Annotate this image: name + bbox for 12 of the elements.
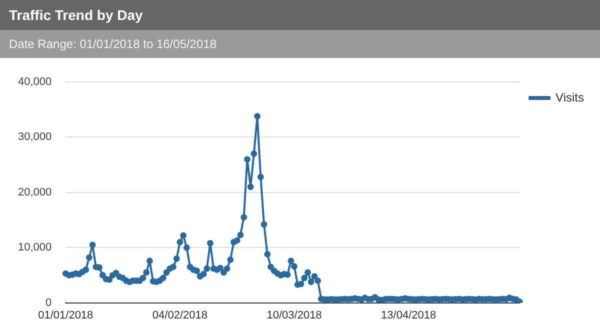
chart-subtitle: Date Range: 01/01/2018 to 16/05/2018 — [0, 30, 600, 58]
y-tick-label: 10,000 — [18, 242, 52, 254]
y-tick-label: 30,000 — [18, 131, 52, 144]
y-tick-label: 20,000 — [18, 186, 52, 198]
chart-title: Traffic Trend by Day — [0, 0, 600, 30]
x-tick-label: 01/01/2018 — [38, 309, 94, 322]
x-tick-label: 13/04/2018 — [381, 309, 436, 322]
y-tick-label: 40,000 — [18, 76, 52, 88]
x-tick-label: 04/02/2018 — [152, 309, 208, 322]
legend-label: Visits — [556, 90, 584, 104]
y-tick-label: 0 — [46, 296, 52, 309]
x-tick-label: 10/03/2018 — [266, 309, 322, 322]
